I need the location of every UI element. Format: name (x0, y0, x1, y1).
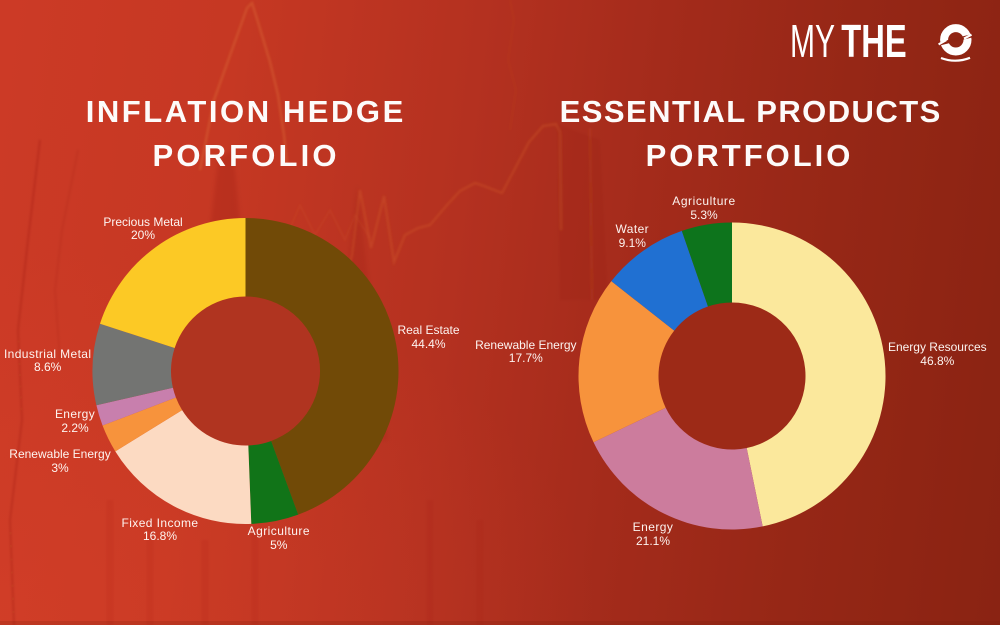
svg-text:MY: MY (790, 17, 835, 68)
svg-text:THE: THE (841, 17, 906, 68)
